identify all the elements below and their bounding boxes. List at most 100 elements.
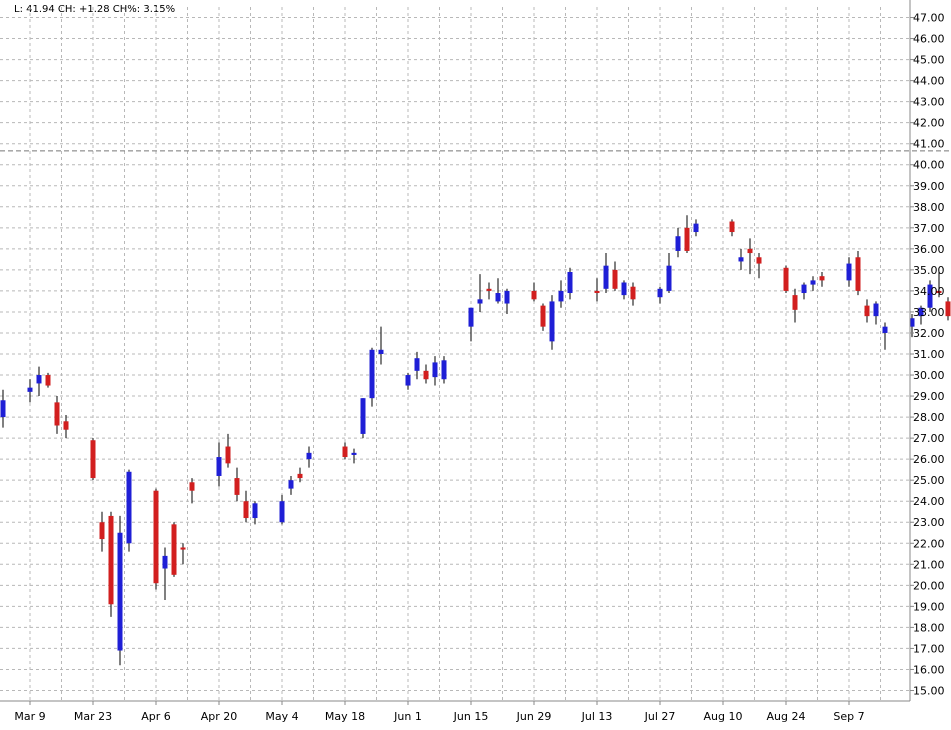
candle-body-up — [0, 400, 6, 418]
x-tick-label: Jun 15 — [453, 710, 489, 723]
candle-body-up — [360, 398, 366, 434]
y-tick-label: 17.00 — [913, 642, 945, 655]
y-tick-label: 33.00 — [913, 306, 945, 319]
candle-body-down — [531, 290, 537, 300]
candle-body-down — [630, 286, 636, 300]
y-tick-label: 36.00 — [913, 243, 945, 256]
candle-body-up — [306, 452, 312, 460]
candle-body-up — [405, 375, 411, 386]
y-tick-label: 35.00 — [913, 264, 945, 277]
y-tick-label: 41.00 — [913, 138, 945, 151]
x-tick-label: Mar 23 — [74, 710, 112, 723]
candle-body-down — [189, 482, 195, 491]
candle-body-down — [783, 267, 789, 291]
candle-body-up — [666, 265, 672, 291]
candle-body-down — [684, 227, 690, 251]
candle-body-up — [675, 236, 681, 251]
x-tick-label: Aug 24 — [767, 710, 806, 723]
candle-body-up — [162, 555, 168, 569]
y-tick-label: 24.00 — [913, 495, 945, 508]
axes — [0, 0, 911, 702]
candle-body-up — [288, 480, 294, 489]
y-tick-label: 28.00 — [913, 411, 945, 424]
y-axis-ticks: 15.00 16.00 17.00 18.00 19.00 20.00 21.00 22.00… — [910, 12, 945, 697]
x-tick-label: May 4 — [265, 710, 298, 723]
candle-body-down — [819, 276, 825, 281]
y-tick-label: 20.00 — [913, 579, 945, 592]
candle-body-up — [567, 271, 573, 294]
candle-body-down — [171, 524, 177, 575]
candle-body-down — [855, 257, 861, 291]
y-tick-label: 30.00 — [913, 369, 945, 382]
y-tick-label: 45.00 — [913, 54, 945, 67]
candle-bodies — [0, 221, 951, 651]
y-tick-label: 29.00 — [913, 390, 945, 403]
candle-body-down — [99, 522, 105, 540]
x-tick-label: Jul 13 — [581, 710, 613, 723]
candle-body-up — [495, 293, 501, 302]
x-axis-ticks: Mar 9 Mar 23 Apr 6 Apr 20 May 4 May 18 Jun 1 Ju… — [14, 701, 865, 723]
x-tick-label: Apr 20 — [201, 710, 238, 723]
candle-body-up — [504, 290, 510, 304]
x-tick-label: Mar 9 — [14, 710, 45, 723]
x-tick-label: Apr 6 — [141, 710, 171, 723]
y-tick-label: 22.00 — [913, 537, 945, 550]
candle-body-down — [297, 473, 303, 479]
candle-body-up — [369, 349, 375, 399]
candle-body-down — [936, 290, 942, 294]
y-tick-label: 15.00 — [913, 684, 945, 697]
y-tick-label: 47.00 — [913, 12, 945, 25]
candle-body-down — [594, 290, 600, 294]
candle-body-up — [351, 452, 357, 455]
y-tick-label: 43.00 — [913, 96, 945, 109]
candle-body-up — [126, 471, 132, 544]
x-tick-label: Sep 7 — [833, 710, 864, 723]
y-tick-label: 19.00 — [913, 600, 945, 613]
y-tick-label: 31.00 — [913, 348, 945, 361]
candle-body-up — [36, 375, 42, 384]
candle-body-up — [873, 303, 879, 317]
y-tick-label: 38.00 — [913, 201, 945, 214]
y-tick-label: 32.00 — [913, 327, 945, 340]
candle-body-down — [945, 301, 951, 317]
y-tick-label: 23.00 — [913, 516, 945, 529]
candle-body-up — [918, 307, 924, 317]
candle-body-down — [45, 375, 51, 386]
grid-lines — [0, 7, 910, 701]
candle-body-down — [234, 478, 240, 495]
x-tick-label: May 18 — [325, 710, 365, 723]
y-tick-label: 37.00 — [913, 222, 945, 235]
y-tick-label: 40.00 — [913, 159, 945, 172]
candle-body-down — [180, 547, 186, 550]
candle-body-up — [693, 223, 699, 233]
x-tick-label: Jun 1 — [393, 710, 422, 723]
y-tick-label: 39.00 — [913, 180, 945, 193]
candle-body-up — [477, 299, 483, 304]
y-tick-label: 27.00 — [913, 432, 945, 445]
candle-body-up — [549, 301, 555, 342]
candle-body-up — [909, 318, 915, 327]
candle-body-down — [756, 257, 762, 264]
y-tick-label: 18.00 — [913, 621, 945, 634]
candle-body-up — [432, 362, 438, 378]
candle-body-up — [117, 532, 123, 651]
candle-body-up — [27, 387, 33, 392]
candle-body-up — [603, 265, 609, 289]
candle-body-down — [225, 446, 231, 464]
candle-body-up — [738, 257, 744, 262]
candle-body-up — [657, 288, 663, 298]
candle-body-up — [252, 503, 258, 519]
candle-body-down — [540, 305, 546, 327]
candle-body-up — [927, 284, 933, 308]
x-tick-label: Jul 27 — [644, 710, 676, 723]
candle-body-up — [846, 263, 852, 281]
candle-body-down — [747, 248, 753, 254]
y-tick-label: 25.00 — [913, 474, 945, 487]
candle-body-up — [882, 326, 888, 333]
candle-body-up — [441, 360, 447, 380]
candle-body-down — [423, 370, 429, 380]
x-tick-label: Aug 10 — [704, 710, 743, 723]
candle-body-up — [279, 501, 285, 523]
candle-body-down — [342, 446, 348, 458]
